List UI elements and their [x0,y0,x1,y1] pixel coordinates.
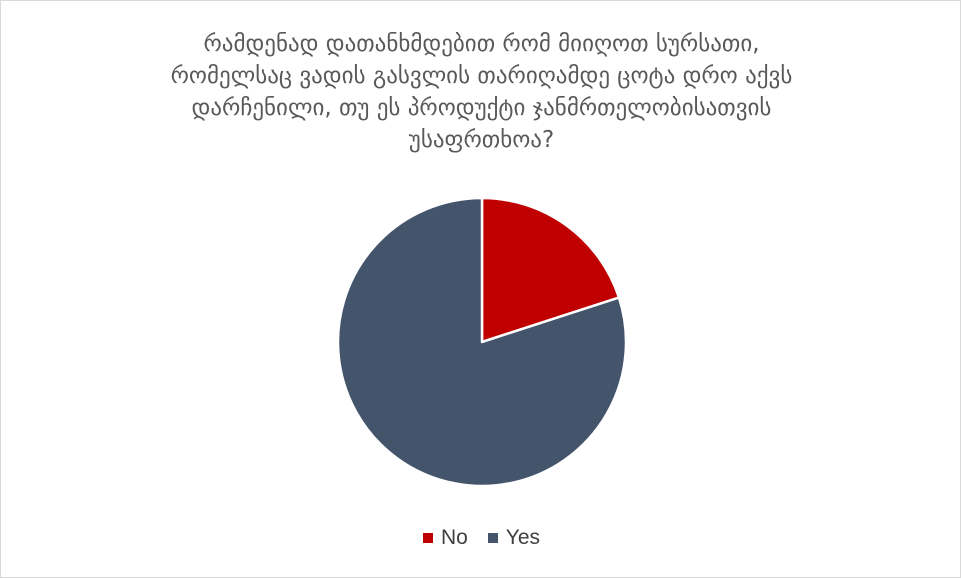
pie-slice-no [480,196,621,344]
legend-label: No [440,526,468,549]
legend-swatch [422,533,433,543]
pie-slice-yes [336,196,628,488]
legend-swatch [487,533,498,543]
legend-item-no: No [422,526,468,550]
legend-item-yes: Yes [487,526,541,550]
chart-title: რამდენად დათანხმდებით რომ მიიღოთ სურსათი… [170,31,793,153]
chart-legend: No Yes [1,526,961,550]
legend-label: Yes [505,526,541,549]
